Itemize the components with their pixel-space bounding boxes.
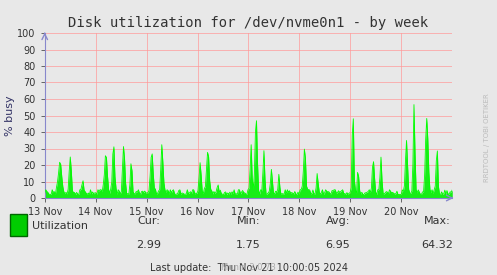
Text: 1.75: 1.75 — [236, 240, 261, 250]
Text: Utilization: Utilization — [32, 221, 88, 231]
Text: Last update:  Thu Nov 21 10:00:05 2024: Last update: Thu Nov 21 10:00:05 2024 — [150, 263, 347, 273]
Y-axis label: % busy: % busy — [4, 95, 14, 136]
Text: Max:: Max: — [424, 216, 451, 225]
Text: 2.99: 2.99 — [137, 240, 162, 250]
Text: Cur:: Cur: — [138, 216, 161, 225]
Text: Avg:: Avg: — [326, 216, 350, 225]
Text: 64.32: 64.32 — [421, 240, 453, 250]
Text: Min:: Min: — [237, 216, 260, 225]
Title: Disk utilization for /dev/nvme0n1 - by week: Disk utilization for /dev/nvme0n1 - by w… — [69, 16, 428, 31]
Bar — [10, 214, 27, 236]
Text: 6.95: 6.95 — [326, 240, 350, 250]
Text: Munin 2.0.73: Munin 2.0.73 — [221, 263, 276, 272]
Text: RRDTOOL / TOBI OETIKER: RRDTOOL / TOBI OETIKER — [484, 93, 490, 182]
